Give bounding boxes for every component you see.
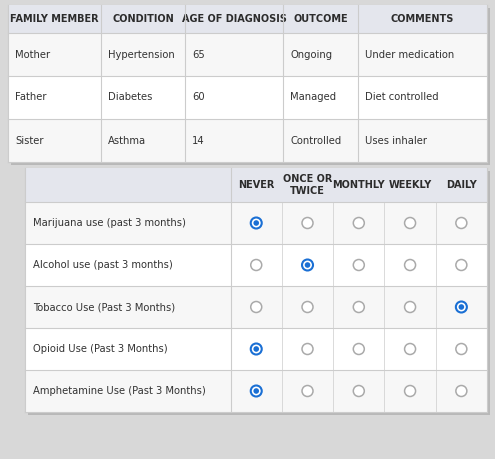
- Circle shape: [251, 259, 262, 270]
- Text: Asthma: Asthma: [108, 135, 147, 146]
- Circle shape: [253, 346, 259, 352]
- Text: Marijuana use (past 3 months): Marijuana use (past 3 months): [33, 218, 186, 228]
- Circle shape: [302, 302, 313, 313]
- Circle shape: [302, 259, 313, 270]
- Text: Amphetamine Use (Past 3 Months): Amphetamine Use (Past 3 Months): [33, 386, 206, 396]
- Text: OUTCOME: OUTCOME: [293, 14, 348, 24]
- Circle shape: [302, 343, 313, 354]
- Text: Ongoing: Ongoing: [291, 50, 333, 60]
- FancyBboxPatch shape: [8, 5, 487, 162]
- Circle shape: [404, 218, 416, 229]
- Text: Opioid Use (Past 3 Months): Opioid Use (Past 3 Months): [33, 344, 168, 354]
- Circle shape: [404, 343, 416, 354]
- Circle shape: [302, 386, 313, 397]
- Circle shape: [353, 218, 364, 229]
- Circle shape: [253, 220, 259, 226]
- Circle shape: [305, 262, 310, 268]
- FancyBboxPatch shape: [25, 244, 487, 286]
- Text: DAILY: DAILY: [446, 180, 477, 190]
- Text: Tobacco Use (Past 3 Months): Tobacco Use (Past 3 Months): [33, 302, 175, 312]
- Circle shape: [456, 302, 467, 313]
- Text: Alcohol use (past 3 months): Alcohol use (past 3 months): [33, 260, 173, 270]
- FancyBboxPatch shape: [25, 370, 487, 412]
- Circle shape: [456, 386, 467, 397]
- Text: COMMENTS: COMMENTS: [391, 14, 454, 24]
- Text: Under medication: Under medication: [365, 50, 454, 60]
- Text: MONTHLY: MONTHLY: [333, 180, 385, 190]
- Circle shape: [251, 343, 262, 354]
- Text: Managed: Managed: [291, 93, 337, 102]
- FancyBboxPatch shape: [28, 171, 490, 415]
- Text: WEEKLY: WEEKLY: [389, 180, 432, 190]
- Text: CONDITION: CONDITION: [112, 14, 174, 24]
- Circle shape: [458, 304, 464, 310]
- Text: Controlled: Controlled: [291, 135, 342, 146]
- Text: NEVER: NEVER: [238, 180, 274, 190]
- Circle shape: [353, 386, 364, 397]
- FancyBboxPatch shape: [25, 286, 487, 328]
- Text: Diet controlled: Diet controlled: [365, 93, 438, 102]
- FancyBboxPatch shape: [25, 168, 487, 202]
- Circle shape: [302, 218, 313, 229]
- FancyBboxPatch shape: [8, 33, 487, 76]
- FancyBboxPatch shape: [8, 119, 487, 162]
- FancyBboxPatch shape: [8, 5, 487, 33]
- Text: ONCE OR
TWICE: ONCE OR TWICE: [283, 174, 332, 196]
- Text: Diabetes: Diabetes: [108, 93, 153, 102]
- Text: Uses inhaler: Uses inhaler: [365, 135, 427, 146]
- Circle shape: [404, 259, 416, 270]
- Circle shape: [353, 302, 364, 313]
- Text: AGE OF DIAGNOSIS: AGE OF DIAGNOSIS: [182, 14, 287, 24]
- Text: Hypertension: Hypertension: [108, 50, 175, 60]
- Text: 60: 60: [192, 93, 205, 102]
- Circle shape: [456, 259, 467, 270]
- FancyBboxPatch shape: [25, 168, 487, 412]
- Circle shape: [456, 218, 467, 229]
- FancyBboxPatch shape: [25, 202, 487, 244]
- Circle shape: [353, 259, 364, 270]
- Text: Sister: Sister: [15, 135, 44, 146]
- Text: Father: Father: [15, 93, 47, 102]
- Circle shape: [251, 218, 262, 229]
- FancyBboxPatch shape: [8, 76, 487, 119]
- Text: 14: 14: [192, 135, 205, 146]
- Text: FAMILY MEMBER: FAMILY MEMBER: [10, 14, 99, 24]
- Circle shape: [404, 302, 416, 313]
- Circle shape: [353, 343, 364, 354]
- Circle shape: [251, 386, 262, 397]
- Circle shape: [251, 302, 262, 313]
- Text: 65: 65: [192, 50, 205, 60]
- Circle shape: [253, 388, 259, 394]
- Text: Mother: Mother: [15, 50, 50, 60]
- FancyBboxPatch shape: [11, 8, 490, 165]
- FancyBboxPatch shape: [25, 328, 487, 370]
- Circle shape: [456, 343, 467, 354]
- Circle shape: [404, 386, 416, 397]
